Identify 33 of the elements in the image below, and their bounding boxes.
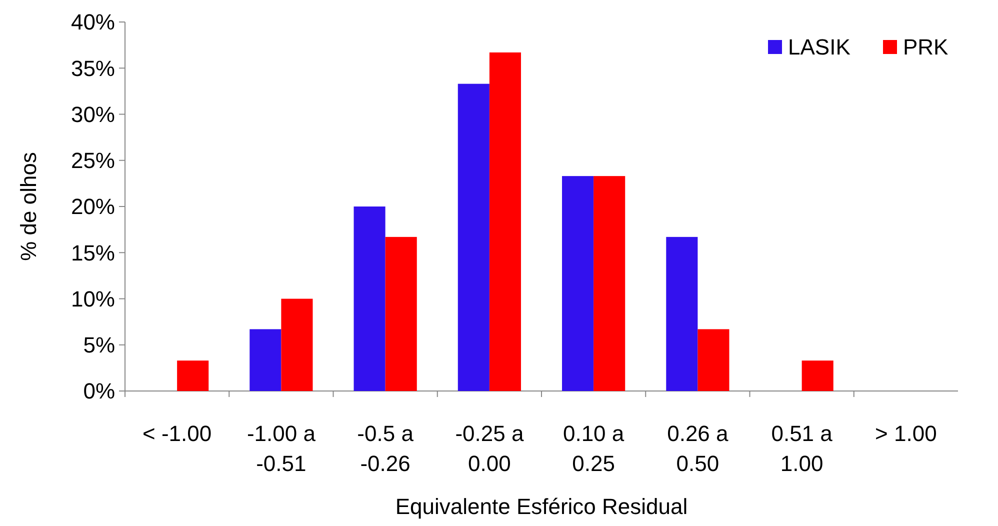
bar xyxy=(354,206,386,391)
bar xyxy=(385,236,417,391)
bar xyxy=(802,360,834,391)
y-tick-label: 35% xyxy=(70,56,115,81)
x-tick-label: 0.51 a 1.00 xyxy=(771,421,834,476)
x-tick-label: 0.26 a 0.50 xyxy=(667,421,730,476)
bar xyxy=(458,84,490,391)
bar xyxy=(698,329,730,391)
y-tick-label: 30% xyxy=(70,102,115,127)
bar xyxy=(281,298,313,391)
y-axis-title: % de olhos xyxy=(16,152,41,261)
x-tick-label: < -1.00 xyxy=(142,421,212,446)
legend-label: PRK xyxy=(903,34,949,60)
x-tick-label: -0.25 a 0.00 xyxy=(455,421,524,476)
y-tick-label: 20% xyxy=(70,194,115,220)
x-tick-label: -1.00 a -0.51 xyxy=(246,421,316,476)
y-tick-label: 25% xyxy=(70,148,115,174)
x-axis-title: Equivalente Esférico Residual xyxy=(395,494,688,519)
x-tick-label: -0.5 a -0.26 xyxy=(357,421,414,476)
y-tick-label: 0% xyxy=(83,378,115,404)
bar xyxy=(594,176,626,391)
legend-label: LASIK xyxy=(788,34,851,60)
x-tick-label: > 1.00 xyxy=(875,421,937,446)
y-tick-label: 15% xyxy=(70,240,115,266)
bar xyxy=(489,52,521,391)
x-tick-label: 0.10 a 0.25 xyxy=(562,421,625,476)
y-tick-label: 5% xyxy=(83,332,115,358)
y-tick-label: 40% xyxy=(70,10,115,35)
bar xyxy=(666,236,698,391)
bar xyxy=(250,329,282,391)
bar xyxy=(562,176,594,391)
y-tick-label: 10% xyxy=(70,286,115,312)
bar xyxy=(177,360,209,391)
